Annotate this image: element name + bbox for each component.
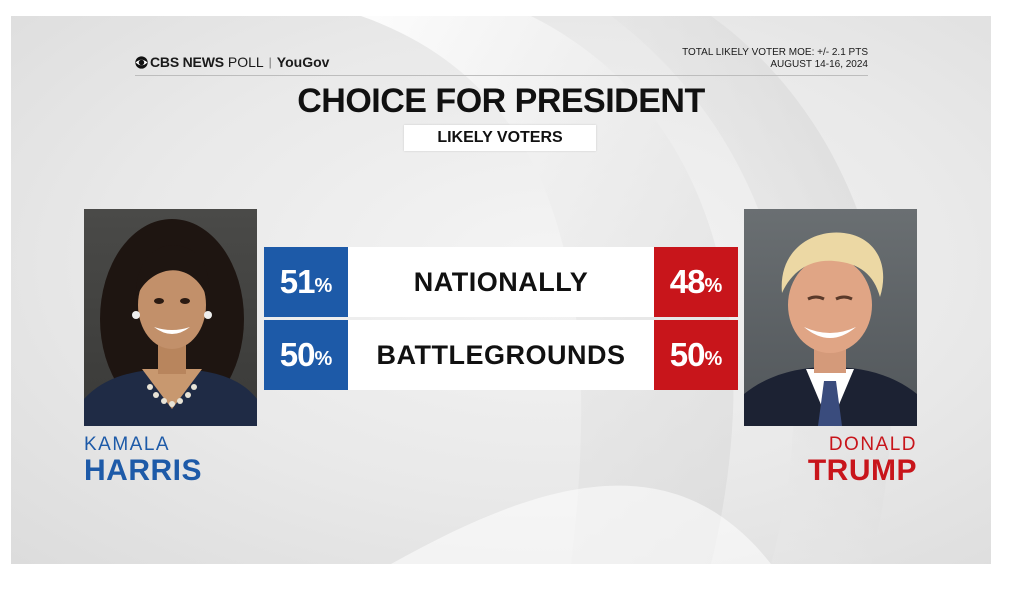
harris-portrait-icon: [84, 219, 257, 426]
trump-value-cell: 48%: [654, 247, 738, 317]
trump-first-name: DONALD: [828, 434, 917, 455]
trump-portrait-icon: [744, 232, 917, 426]
row-label: NATIONALLY: [413, 266, 589, 297]
harris-value-cell: 51%: [264, 247, 348, 317]
harris-last-name: HARRIS: [84, 454, 203, 487]
brand-poll: POLL: [227, 54, 264, 70]
poll-info: TOTAL LIKELY VOTER MOE: +/- 2.1 PTS AUGU…: [682, 47, 868, 71]
result-row-battlegrounds: 50% BATTLEGROUNDS 50%: [264, 320, 738, 390]
trump-last-name: TRUMP: [807, 454, 917, 487]
percent-unit: %: [704, 274, 723, 297]
percent-unit: %: [704, 347, 723, 370]
trump-value: 50: [669, 336, 706, 373]
poll-graphic: CBS NEWS POLL | YouGov TOTAL LIKELY VOTE…: [11, 16, 991, 564]
percent-unit: %: [314, 274, 333, 297]
subtitle: LIKELY VOTERS: [437, 129, 563, 146]
harris-portrait: [84, 209, 257, 426]
percent-unit: %: [314, 347, 333, 370]
date-line: AUGUST 14-16, 2024: [770, 59, 868, 70]
brand-cbs: CBS NEWS: [150, 54, 224, 70]
result-row-nationally: 51% NATIONALLY 48%: [264, 247, 738, 317]
cbs-eye-icon: [135, 55, 148, 69]
row-label: BATTLEGROUNDS: [376, 339, 626, 370]
harris-first-name: KAMALA: [84, 434, 171, 455]
moe-line: TOTAL LIKELY VOTER MOE: +/- 2.1 PTS: [682, 47, 868, 58]
page-title: CHOICE FOR PRESIDENT: [297, 82, 705, 120]
trump-value: 48: [669, 263, 706, 300]
brand-partner: YouGov: [276, 54, 330, 70]
harris-value: 51: [279, 263, 316, 300]
background-swoosh: [361, 16, 892, 564]
harris-value: 50: [279, 336, 316, 373]
header-divider: [135, 75, 868, 76]
brand-separator: |: [268, 55, 272, 69]
harris-value-cell: 50%: [264, 320, 348, 390]
row-label-cell: BATTLEGROUNDS: [348, 320, 654, 390]
row-label-cell: NATIONALLY: [348, 247, 654, 317]
trump-value-cell: 50%: [654, 320, 738, 390]
subtitle-badge: LIKELY VOTERS: [404, 125, 596, 151]
trump-portrait: [744, 209, 917, 426]
brand-lockup: CBS NEWS POLL | YouGov: [135, 52, 329, 72]
